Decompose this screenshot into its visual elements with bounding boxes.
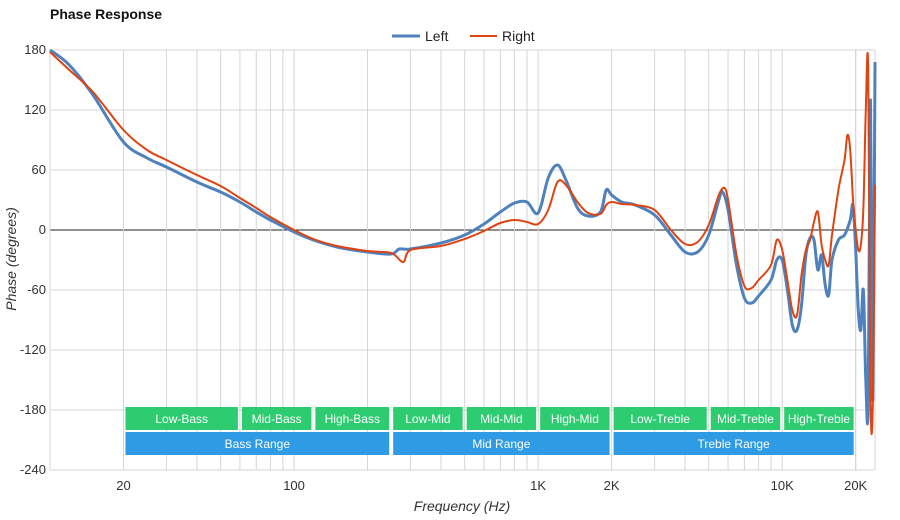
x-tick-label: 2K xyxy=(604,478,620,493)
band-label: Low-Treble xyxy=(630,412,690,426)
x-tick-label: 20 xyxy=(116,478,130,493)
band-label: High-Mid xyxy=(551,412,599,426)
series-line-right xyxy=(49,51,876,435)
band-box xyxy=(125,432,390,455)
x-tick-label: 10K xyxy=(771,478,794,493)
band-label: Mid-Treble xyxy=(717,412,774,426)
x-axis-label: Frequency (Hz) xyxy=(414,498,510,514)
band-label: High-Treble xyxy=(788,412,851,426)
legend: Left Right xyxy=(392,28,535,44)
band-box xyxy=(613,407,707,430)
y-tick-label: -60 xyxy=(27,282,46,297)
x-tick-label: 1K xyxy=(530,478,546,493)
x-tick-label: 20K xyxy=(844,478,867,493)
band-label: High-Bass xyxy=(325,412,380,426)
x-tick-label: 100 xyxy=(283,478,305,493)
band-box xyxy=(710,407,781,430)
y-tick-label: -120 xyxy=(20,342,46,357)
band-box xyxy=(613,432,854,455)
band-box xyxy=(784,407,854,430)
band-box xyxy=(540,407,610,430)
band-label: Mid-Mid xyxy=(480,412,523,426)
band-label: Treble Range xyxy=(698,437,771,451)
y-tick-label: 120 xyxy=(24,102,46,117)
y-tick-label: 180 xyxy=(24,42,46,57)
legend-label-right: Right xyxy=(502,28,535,44)
band-box xyxy=(315,407,390,430)
grid xyxy=(49,49,876,471)
y-tick-label: 0 xyxy=(39,222,46,237)
chart-title: Phase Response xyxy=(50,6,162,22)
y-axis-label: Phase (degrees) xyxy=(3,207,19,311)
band-label: Mid-Bass xyxy=(252,412,302,426)
band-label: Low-Mid xyxy=(405,412,450,426)
band-label: Mid Range xyxy=(472,437,530,451)
band-label: Bass Range xyxy=(225,437,291,451)
y-tick-label: -180 xyxy=(20,402,46,417)
series-lines xyxy=(49,48,877,435)
axes: 180 120 60 0 -60 -120 -180 -240 20 100 1K 2K 10K 20K xyxy=(20,42,868,493)
band-box xyxy=(393,432,610,455)
band-box xyxy=(393,407,463,430)
band-box xyxy=(125,407,238,430)
legend-label-left: Left xyxy=(425,28,448,44)
band-box xyxy=(241,407,312,430)
y-tick-label: 60 xyxy=(32,162,46,177)
y-tick-label: -240 xyxy=(20,462,46,477)
frequency-bands: Low-Bass Mid-Bass High-Bass Low-Mid Mid-Mid H… xyxy=(125,407,854,455)
band-label: Low-Bass xyxy=(155,412,208,426)
band-box xyxy=(466,407,537,430)
series-line-left xyxy=(49,48,877,426)
